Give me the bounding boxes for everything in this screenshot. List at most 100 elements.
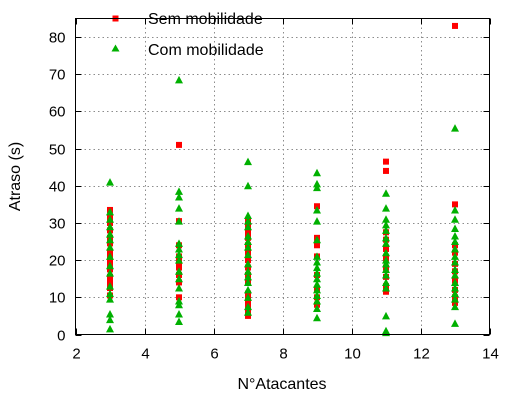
point-com-mobilidade (175, 244, 183, 253)
x-tick-label: 2 (72, 346, 80, 363)
point-com-mobilidade (313, 205, 321, 214)
point-sem-mobilidade (176, 279, 182, 286)
point-com-mobilidade (313, 168, 321, 177)
point-com-mobilidade (451, 215, 459, 223)
point-com-mobilidade (313, 235, 321, 244)
data-points (106, 22, 459, 337)
point-com-mobilidade (106, 178, 114, 186)
point-com-mobilidade (244, 259, 252, 268)
point-com-mobilidade (313, 297, 321, 305)
point-com-mobilidade (244, 302, 252, 311)
point-com-mobilidade (175, 284, 183, 292)
point-com-mobilidade (313, 313, 321, 322)
point-com-mobilidade (382, 278, 390, 286)
point-com-mobilidade (382, 239, 390, 247)
point-com-mobilidade (175, 217, 183, 225)
point-com-mobilidade (451, 252, 459, 260)
point-com-mobilidade (106, 235, 114, 244)
point-com-mobilidade (313, 269, 321, 277)
point-com-mobilidade (106, 310, 114, 318)
point-com-mobilidade (175, 300, 183, 309)
point-com-mobilidade (106, 315, 114, 324)
point-com-mobilidade (106, 207, 114, 216)
point-com-mobilidade (106, 215, 114, 223)
y-tick-labels: 0 10 20 30 40 50 60 70 80 (49, 30, 66, 345)
point-com-mobilidade (451, 124, 459, 132)
y-tick-label: 20 (49, 253, 66, 270)
point-com-mobilidade (451, 205, 459, 214)
point-com-mobilidade (451, 284, 459, 292)
point-com-mobilidade (244, 217, 252, 225)
point-com-mobilidade (106, 282, 114, 290)
point-com-mobilidade (451, 295, 459, 303)
y-tick-label: 60 (49, 104, 66, 121)
point-com-mobilidade (106, 269, 114, 277)
point-com-mobilidade (175, 192, 183, 201)
point-com-mobilidade (451, 224, 459, 233)
point-com-mobilidade (175, 250, 183, 259)
point-com-mobilidade (313, 258, 321, 266)
y-axis-title: Atraso (s) (7, 142, 24, 211)
point-com-mobilidade (244, 243, 252, 251)
point-com-mobilidade (106, 243, 114, 251)
point-com-mobilidade (244, 181, 252, 190)
point-sem-mobilidade (383, 167, 389, 174)
point-com-mobilidade (244, 278, 252, 286)
point-com-mobilidade (244, 250, 252, 259)
x-tick-label: 4 (141, 346, 149, 363)
point-com-mobilidade (313, 280, 321, 288)
point-com-mobilidade (106, 289, 114, 298)
point-com-mobilidade (175, 274, 183, 283)
point-com-mobilidade (106, 252, 114, 260)
point-com-mobilidade (313, 304, 321, 312)
x-tick-label: 8 (279, 346, 287, 363)
point-com-mobilidade (451, 302, 459, 311)
point-com-mobilidade (175, 310, 183, 318)
point-com-mobilidade (382, 215, 390, 223)
legend-label-com-mobilidade: Com mobilidade (148, 42, 264, 59)
point-com-mobilidade (313, 274, 321, 283)
x-tick-label: 6 (210, 346, 218, 363)
point-sem-mobilidade (383, 288, 389, 295)
point-com-mobilidade (382, 265, 390, 273)
x-tick-labels: 2 4 6 8 10 12 14 (72, 346, 499, 363)
point-com-mobilidade (382, 220, 390, 229)
point-com-mobilidade (382, 233, 390, 242)
point-com-mobilidade (106, 230, 114, 238)
point-sem-mobilidade (452, 22, 458, 29)
point-com-mobilidade (244, 222, 252, 231)
legend-marker-com-mobilidade (111, 44, 120, 52)
x-tick-label: 10 (344, 346, 361, 363)
point-com-mobilidade (244, 237, 252, 246)
point-com-mobilidade (313, 217, 321, 225)
point-com-mobilidade (382, 259, 390, 268)
point-com-mobilidade (382, 311, 390, 320)
point-com-mobilidade (175, 317, 183, 325)
point-com-mobilidade (382, 248, 390, 257)
point-com-mobilidade (175, 267, 183, 275)
y-tick-label: 30 (49, 216, 66, 233)
point-com-mobilidade (382, 189, 390, 197)
point-sem-mobilidade (107, 273, 113, 280)
y-tick-label: 10 (49, 290, 66, 307)
point-com-mobilidade (244, 231, 252, 240)
x-axis-title: N°Atacantes (237, 376, 326, 393)
point-sem-mobilidade (245, 312, 251, 319)
point-com-mobilidade (175, 187, 183, 195)
x-tick-label: 14 (482, 346, 499, 363)
point-com-mobilidade (451, 244, 459, 253)
point-com-mobilidade (451, 289, 459, 298)
point-com-mobilidade (106, 324, 114, 333)
grid-lines (75, 18, 490, 335)
point-sem-mobilidade (176, 141, 182, 148)
point-com-mobilidade (175, 239, 183, 247)
point-com-mobilidade (244, 211, 252, 220)
point-com-mobilidade (244, 308, 252, 316)
point-com-mobilidade (313, 183, 321, 192)
point-com-mobilidade (451, 319, 459, 327)
point-com-mobilidade (382, 271, 390, 279)
legend-label-sem-mobilidade: Sem mobilidade (148, 11, 263, 28)
y-tick-label: 70 (49, 67, 66, 84)
point-com-mobilidade (451, 278, 459, 286)
